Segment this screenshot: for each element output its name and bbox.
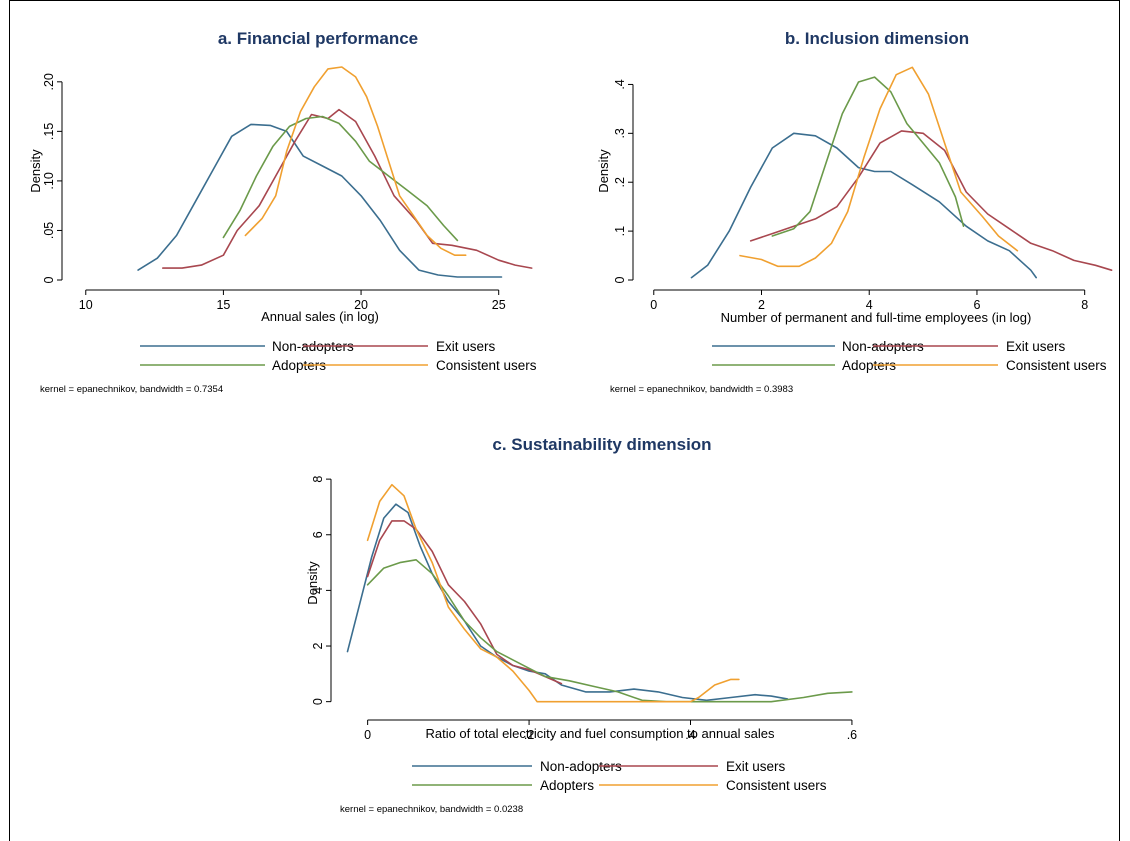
series-line-consistent-users xyxy=(366,483,740,703)
legend-label: Consistent users xyxy=(726,778,827,793)
chart-3: c. Sustainability dimension 0 2 4 6 8 0 .2 .4 .6 R… xyxy=(305,435,857,815)
x-tick-label: 6 xyxy=(973,298,980,312)
y-axis-label: Density xyxy=(596,149,611,193)
x-tick-label: 0 xyxy=(650,298,657,312)
figure-frame xyxy=(9,0,1120,841)
x-axis-label: Number of permanent and full-time employ… xyxy=(721,310,1032,325)
kernel-note: kernel = epanechnikov, bandwidth = 0.735… xyxy=(40,384,223,395)
kernel-note: kernel = epanechnikov, bandwidth = 0.023… xyxy=(340,804,523,815)
x-tick-label: .6 xyxy=(847,728,857,742)
x-tick-label: 25 xyxy=(492,298,506,312)
chart-title: c. Sustainability dimension xyxy=(492,435,711,454)
series-line-adopters xyxy=(222,115,459,242)
legend-label: Consistent users xyxy=(1006,358,1107,373)
y-tick-label: .3 xyxy=(613,128,627,138)
series-line-exit-users xyxy=(366,520,563,685)
y-tick-label: 2 xyxy=(311,642,325,649)
y-axis-label: Density xyxy=(28,149,43,193)
x-tick-label: 20 xyxy=(354,298,368,312)
x-tick-label: .4 xyxy=(685,728,695,742)
x-tick-label: 4 xyxy=(866,298,873,312)
y-tick-label: 0 xyxy=(42,276,56,283)
x-tick-label: 10 xyxy=(79,298,93,312)
x-tick-label: 8 xyxy=(1081,298,1088,312)
y-tick-label: .15 xyxy=(42,123,56,140)
series-line-adopters xyxy=(771,76,965,237)
legend-label: Exit users xyxy=(1006,339,1066,354)
x-axis-label: Ratio of total electricity and fuel cons… xyxy=(425,726,775,741)
legend: Non-adopters Exit users Adopters Consistent… xyxy=(412,759,827,793)
y-tick-label: 0 xyxy=(311,698,325,705)
legend-label: Adopters xyxy=(540,778,594,793)
series-line-exit-users xyxy=(749,130,1113,271)
y-tick-label: 0 xyxy=(613,276,627,283)
x-tick-label: 0 xyxy=(364,728,371,742)
legend-label: Consistent users xyxy=(436,358,537,373)
kernel-note: kernel = epanechnikov, bandwidth = 0.398… xyxy=(610,384,793,395)
y-tick-label: 8 xyxy=(311,476,325,483)
series-line-consistent-users xyxy=(739,66,1019,268)
y-tick-label: 4 xyxy=(311,587,325,594)
legend-label: Exit users xyxy=(436,339,496,354)
x-tick-label: 15 xyxy=(216,298,230,312)
y-tick-label: .2 xyxy=(613,177,627,187)
chart-title: b. Inclusion dimension xyxy=(785,29,969,48)
y-tick-label: 6 xyxy=(311,531,325,538)
y-tick-label: .20 xyxy=(42,73,56,90)
series-line-non-adopters xyxy=(346,503,789,702)
y-tick-label: .10 xyxy=(42,172,56,189)
series-line-consistent-users xyxy=(244,66,467,256)
y-tick-label: .4 xyxy=(613,79,627,89)
series-line-non-adopters xyxy=(690,132,1037,279)
series-line-non-adopters xyxy=(137,123,503,278)
x-tick-label: 2 xyxy=(758,298,765,312)
series-line-exit-users xyxy=(162,108,533,269)
y-axis-label: Density xyxy=(305,561,320,605)
chart-2: b. Inclusion dimension 0 .1 .2 .3 .4 0 2 4 6 8 Numb… xyxy=(596,29,1113,395)
chart-title: a. Financial performance xyxy=(218,29,418,48)
y-tick-label: .05 xyxy=(42,222,56,239)
series-line-adopters xyxy=(366,559,853,703)
x-tick-label: .2 xyxy=(524,728,534,742)
legend-label: Exit users xyxy=(726,759,786,774)
legend-label: Adopters xyxy=(842,358,896,373)
x-axis-label: Annual sales (in log) xyxy=(261,309,379,324)
legend-label: Non-adopters xyxy=(540,759,622,774)
legend-label: Adopters xyxy=(272,358,326,373)
y-tick-label: .1 xyxy=(613,226,627,236)
chart-1: a. Financial performance 0 .05 .10 .15 .20 10 1… xyxy=(28,29,537,395)
